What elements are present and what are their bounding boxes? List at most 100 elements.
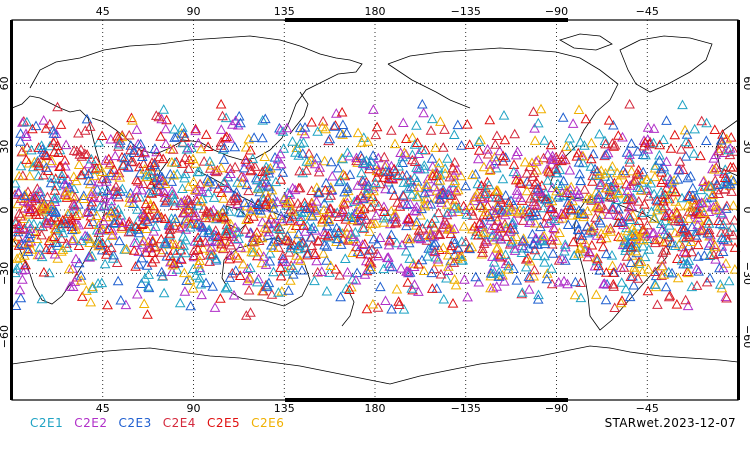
observation-marker [169, 132, 180, 142]
observation-marker [68, 200, 80, 211]
observation-marker [413, 224, 425, 235]
observation-marker [65, 212, 77, 222]
observation-marker [159, 178, 171, 188]
observation-marker [576, 234, 587, 244]
observation-marker [158, 238, 170, 248]
observation-marker [166, 213, 177, 223]
observation-marker [402, 183, 414, 193]
observation-marker [615, 231, 627, 242]
observation-marker [287, 182, 299, 193]
observation-marker [621, 251, 633, 261]
observation-marker [190, 270, 202, 280]
observation-marker [84, 233, 96, 244]
observation-marker [357, 239, 368, 249]
observation-marker [383, 239, 395, 250]
bottom-tick-labels: 45 90 135 180 −135 −90 −45 [96, 402, 659, 415]
observation-marker [73, 208, 85, 219]
observation-marker [217, 110, 228, 121]
observation-marker [68, 183, 80, 193]
observation-marker [182, 194, 193, 204]
observation-marker [22, 246, 34, 256]
observation-marker [393, 299, 405, 309]
observation-marker [139, 147, 151, 158]
observation-marker [713, 248, 725, 259]
observation-marker [624, 153, 635, 164]
observation-marker [281, 122, 293, 133]
observation-marker [629, 265, 641, 276]
observation-marker [392, 197, 403, 207]
observation-marker [34, 249, 46, 259]
observation-marker [413, 231, 425, 241]
observation-marker [366, 244, 378, 254]
observation-marker [676, 254, 688, 265]
observation-marker [417, 222, 428, 233]
observation-marker [215, 242, 227, 252]
observation-marker [717, 208, 728, 219]
observation-marker [674, 156, 686, 166]
observation-marker [349, 196, 360, 206]
observation-marker [297, 148, 309, 158]
observation-marker [367, 150, 379, 160]
observation-marker [709, 163, 720, 174]
observation-marker [337, 129, 348, 139]
observation-marker [212, 164, 223, 175]
observation-marker [446, 206, 458, 217]
observation-marker [179, 152, 191, 162]
observation-marker [311, 255, 322, 266]
observation-marker [87, 216, 99, 227]
observation-marker [402, 277, 414, 287]
observation-marker [422, 192, 433, 203]
observation-marker [198, 155, 210, 166]
observation-marker [634, 234, 646, 245]
observation-marker [275, 270, 287, 281]
observation-marker [572, 191, 584, 202]
observation-marker [607, 160, 618, 171]
observation-marker [152, 212, 163, 223]
observation-marker [299, 226, 311, 236]
observation-marker [491, 184, 503, 195]
observation-marker [539, 256, 550, 267]
observation-marker [718, 177, 730, 188]
observation-marker [10, 216, 21, 226]
observation-marker [704, 272, 716, 283]
observation-marker [354, 214, 366, 225]
observation-marker [307, 210, 318, 221]
observation-marker [444, 171, 456, 182]
observation-marker [368, 233, 380, 244]
observation-marker [236, 171, 247, 181]
observation-marker [461, 209, 473, 219]
observation-marker [283, 285, 294, 295]
observation-marker [628, 262, 640, 272]
observation-marker [658, 195, 669, 206]
observation-marker [632, 220, 643, 231]
observation-marker [409, 172, 420, 182]
observation-marker [600, 167, 611, 178]
observation-marker [13, 219, 25, 230]
observation-marker [587, 226, 599, 236]
observation-marker [303, 148, 315, 158]
observation-marker [568, 250, 580, 260]
observation-marker [125, 226, 137, 236]
observation-marker [721, 200, 733, 211]
observation-marker [586, 137, 597, 148]
observation-marker [658, 134, 669, 144]
observation-marker [335, 127, 346, 138]
observation-marker [58, 178, 70, 188]
observation-marker [433, 157, 445, 168]
observation-marker [330, 263, 342, 274]
observation-marker [39, 199, 50, 210]
observation-marker [123, 129, 135, 140]
observation-marker [111, 188, 123, 199]
observation-marker [302, 249, 313, 260]
legend-item: C2E2 [74, 416, 108, 430]
observation-marker [448, 257, 460, 267]
observation-marker [317, 213, 328, 224]
observation-marker [339, 170, 351, 181]
observation-marker [73, 240, 85, 250]
observation-marker [400, 245, 412, 256]
top-lon-label: 135 [274, 5, 295, 18]
observation-marker [391, 237, 403, 248]
observation-marker [24, 223, 36, 233]
observation-marker [357, 157, 369, 167]
observation-marker [591, 230, 603, 240]
